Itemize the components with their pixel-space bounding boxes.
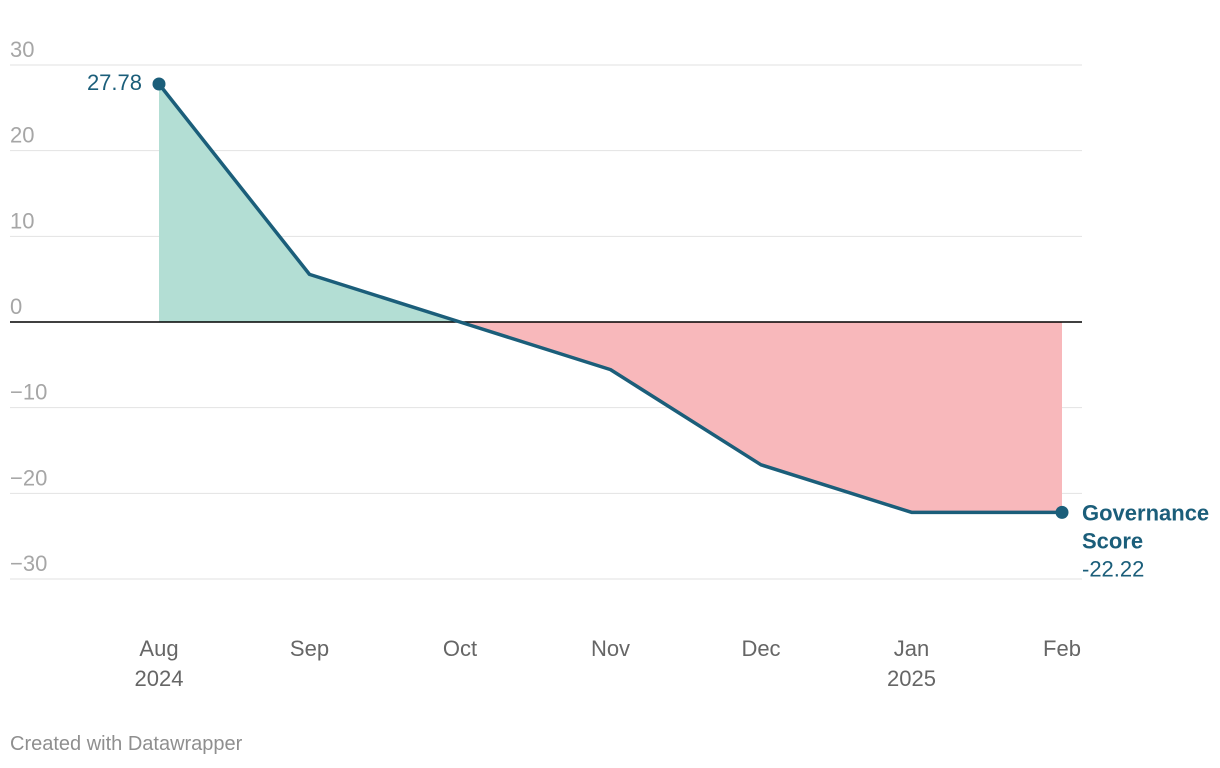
y-tick-label: 0 bbox=[10, 294, 22, 319]
start-point bbox=[152, 77, 166, 91]
y-tick-label: −30 bbox=[10, 551, 47, 576]
series-lines bbox=[157, 82, 1064, 515]
end-point bbox=[1055, 505, 1069, 519]
positive-area-fill bbox=[159, 84, 1062, 322]
x-tick-year-label: 2025 bbox=[887, 666, 936, 691]
x-tick-label: Nov bbox=[591, 636, 630, 661]
y-axis-tick-labels: 30 20 10 0 −10 −20 −30 bbox=[10, 37, 47, 576]
y-tick-label: −10 bbox=[10, 380, 47, 405]
data-labels: 27.78 Governance Score -22.22 bbox=[87, 70, 1209, 581]
start-value-label: 27.78 bbox=[87, 70, 142, 95]
credit-text: Created with Datawrapper bbox=[10, 733, 243, 755]
x-tick-label: Feb bbox=[1043, 636, 1081, 661]
end-value-label: -22.22 bbox=[1082, 556, 1144, 581]
x-tick-label: Dec bbox=[741, 636, 780, 661]
y-tick-label: 20 bbox=[10, 123, 34, 148]
x-tick-label: Aug bbox=[139, 636, 178, 661]
y-tick-label: 10 bbox=[10, 208, 34, 233]
series-points bbox=[152, 77, 1069, 519]
x-tick-year-label: 2024 bbox=[135, 666, 184, 691]
x-tick-label: Sep bbox=[290, 636, 329, 661]
series-line-governance-score bbox=[157, 82, 1064, 515]
x-tick-label: Jan bbox=[894, 636, 929, 661]
x-tick-label: Oct bbox=[443, 636, 477, 661]
negative-area-fill bbox=[159, 322, 1062, 513]
x-axis-tick-labels: Aug 2024 Sep Oct Nov Dec Jan 2025 Feb bbox=[135, 636, 1081, 691]
y-tick-label: −20 bbox=[10, 465, 47, 490]
series-name-label: Score bbox=[1082, 528, 1143, 553]
y-tick-label: 30 bbox=[10, 37, 34, 62]
series-name-label: Governance bbox=[1082, 500, 1209, 525]
area-fills bbox=[159, 84, 1062, 513]
